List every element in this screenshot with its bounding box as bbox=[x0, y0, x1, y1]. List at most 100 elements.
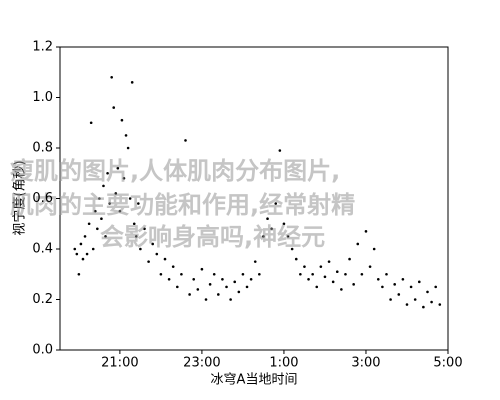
point bbox=[274, 202, 278, 205]
point bbox=[393, 283, 396, 286]
point bbox=[159, 272, 163, 276]
y-tick-label: 1.0 bbox=[32, 90, 53, 105]
y-axis-label: 视宁度(角秒) bbox=[12, 160, 28, 235]
point bbox=[188, 293, 191, 296]
y-tick-label: 0.8 bbox=[32, 141, 53, 156]
point bbox=[143, 227, 146, 231]
point bbox=[307, 278, 310, 281]
point bbox=[327, 260, 331, 263]
y-tick-label: 0.0 bbox=[32, 343, 53, 358]
point bbox=[352, 283, 355, 286]
point bbox=[77, 272, 81, 276]
point bbox=[180, 272, 183, 276]
point bbox=[229, 298, 232, 301]
point bbox=[192, 278, 196, 281]
point bbox=[401, 278, 405, 281]
point bbox=[163, 257, 167, 261]
point bbox=[356, 242, 360, 246]
point bbox=[87, 222, 91, 226]
point bbox=[112, 106, 116, 109]
point bbox=[200, 267, 204, 271]
point bbox=[376, 278, 380, 281]
point bbox=[385, 272, 388, 276]
y-tick-label: 0.6 bbox=[32, 191, 53, 206]
point bbox=[364, 230, 368, 233]
point bbox=[422, 305, 425, 309]
y-tick-label: 1.2 bbox=[32, 40, 53, 55]
point bbox=[290, 247, 294, 251]
point bbox=[171, 265, 175, 268]
point bbox=[430, 300, 433, 304]
point bbox=[122, 177, 126, 180]
point bbox=[438, 303, 442, 306]
point bbox=[348, 257, 351, 261]
points bbox=[73, 76, 442, 309]
point bbox=[106, 171, 109, 175]
point bbox=[258, 272, 261, 276]
point bbox=[319, 265, 323, 268]
point bbox=[311, 272, 314, 276]
point bbox=[79, 242, 83, 246]
x-tick-label: 3:00 bbox=[351, 356, 380, 371]
point bbox=[253, 260, 257, 263]
point bbox=[116, 166, 120, 170]
point bbox=[98, 197, 101, 200]
point bbox=[417, 280, 421, 284]
point bbox=[221, 278, 224, 281]
point bbox=[137, 202, 140, 205]
point bbox=[372, 247, 376, 251]
point bbox=[340, 288, 343, 291]
point bbox=[241, 272, 245, 276]
point bbox=[368, 265, 372, 268]
y-tick-label: 0.2 bbox=[32, 292, 53, 307]
x-tick-label: 23:00 bbox=[183, 356, 220, 371]
point bbox=[100, 217, 103, 220]
point bbox=[96, 227, 99, 231]
point bbox=[315, 285, 319, 289]
x-axis-label: 冰穹A当地时间 bbox=[211, 372, 298, 388]
point bbox=[128, 197, 132, 200]
point bbox=[110, 76, 113, 79]
point bbox=[130, 81, 134, 84]
point bbox=[75, 252, 79, 256]
point bbox=[381, 285, 384, 289]
point bbox=[114, 192, 118, 195]
x-tick-label: 5:00 bbox=[433, 356, 462, 371]
point bbox=[81, 257, 85, 261]
point bbox=[303, 265, 306, 268]
point bbox=[204, 298, 208, 301]
point bbox=[360, 272, 364, 276]
point bbox=[426, 290, 429, 294]
point bbox=[104, 235, 107, 238]
point bbox=[233, 280, 237, 284]
point bbox=[405, 303, 409, 306]
point bbox=[73, 247, 77, 251]
point bbox=[278, 149, 282, 152]
point bbox=[91, 247, 95, 251]
point bbox=[167, 278, 171, 281]
point bbox=[413, 298, 417, 301]
point bbox=[124, 134, 128, 137]
watermark: 会影响身高吗,神经元 bbox=[100, 223, 325, 251]
point bbox=[225, 285, 228, 289]
point bbox=[335, 270, 339, 274]
point bbox=[134, 235, 138, 238]
point bbox=[208, 283, 212, 286]
point bbox=[93, 209, 97, 213]
point bbox=[262, 235, 265, 238]
point bbox=[344, 272, 347, 276]
point bbox=[184, 139, 187, 142]
point bbox=[108, 202, 111, 205]
point bbox=[132, 222, 136, 226]
point bbox=[147, 260, 150, 263]
point bbox=[389, 298, 392, 301]
point bbox=[249, 278, 253, 281]
point bbox=[212, 272, 216, 276]
point bbox=[266, 217, 269, 220]
x-tick-label: 1:00 bbox=[269, 356, 298, 371]
point bbox=[434, 285, 437, 289]
point bbox=[83, 235, 87, 238]
point bbox=[217, 293, 220, 296]
point bbox=[151, 242, 154, 246]
